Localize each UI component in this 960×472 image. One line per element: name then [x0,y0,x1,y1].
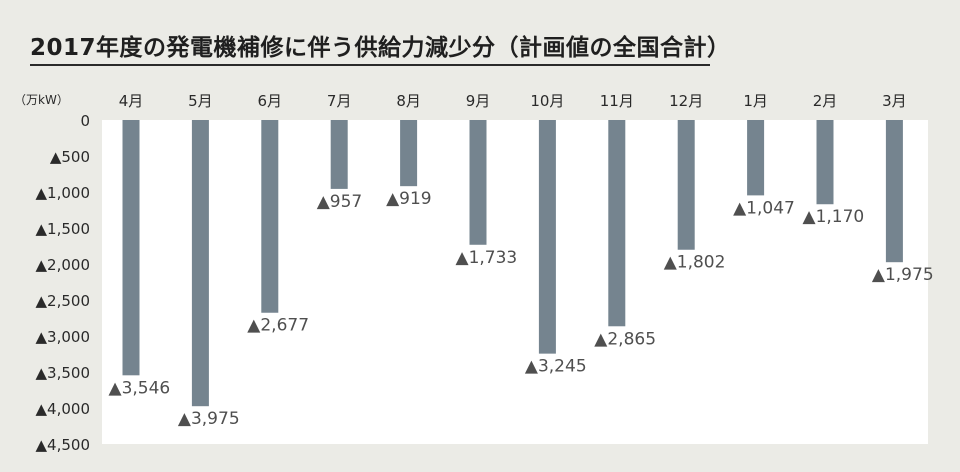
y-tick-label: ▲2,500 [36,292,90,310]
y-tick-label: ▲3,000 [36,328,90,346]
bar [747,120,765,196]
data-label: ▲1,975 [872,265,934,285]
x-category-label: 1月 [743,92,768,110]
bar [191,120,209,407]
data-label: ▲3,245 [525,357,587,377]
x-category-label: 10月 [530,92,564,110]
data-label: ▲1,170 [803,207,865,227]
data-label: ▲957 [317,192,363,212]
x-category-label: 2月 [813,92,838,110]
y-tick-label: ▲1,000 [36,184,90,202]
data-label: ▲2,677 [247,316,309,336]
bar [261,120,279,313]
y-axis-ticks: 0 ▲500 ▲1,000 ▲1,500 ▲2,000 ▲2,500 ▲3,000 ▲3,50… [36,112,90,454]
bar [122,120,140,376]
data-label: ▲3,975 [178,409,240,429]
chart-title: 2017年度の発電機補修に伴う供給力減少分（計画値の全国合計） [30,35,731,61]
bar [538,120,556,354]
data-label: ▲919 [386,189,432,209]
y-tick-label: ▲500 [50,148,90,166]
x-category-label: 12月 [669,92,703,110]
data-labels: ▲3,546 ▲3,975 ▲2,677 ▲957 ▲919 ▲1,733 ▲3,245 ▲2… [109,189,934,429]
plot-background [102,120,928,444]
y-tick-label: 0 [80,112,90,130]
data-label: ▲1,047 [733,198,795,218]
data-label: ▲3,546 [109,378,171,398]
title-underline [30,64,710,66]
bar [469,120,487,245]
y-tick-label: ▲4,000 [36,400,90,418]
bar [400,120,418,187]
x-category-label: 4月 [119,92,144,110]
bar [816,120,834,205]
y-tick-label: ▲1,500 [36,220,90,238]
y-tick-label: ▲3,500 [36,364,90,382]
data-label: ▲1,802 [664,253,726,273]
x-category-label: 9月 [466,92,491,110]
data-label: ▲1,733 [456,248,518,268]
data-label: ▲2,865 [594,329,656,349]
x-category-label: 7月 [327,92,352,110]
bar [330,120,348,189]
x-category-label: 6月 [258,92,283,110]
x-category-label: 5月 [188,92,213,110]
y-axis-unit-label: （万kW） [14,93,69,107]
y-tick-label: ▲4,500 [36,436,90,454]
x-axis-categories: 4月 5月 6月 7月 8月 9月 10月 11月 12月 1月 2月 3月 [119,92,907,110]
x-category-label: 8月 [396,92,421,110]
x-category-label: 3月 [882,92,907,110]
bar [608,120,626,327]
bars [122,120,903,407]
bar [677,120,695,250]
y-tick-label: ▲2,000 [36,256,90,274]
bar [885,120,903,263]
x-category-label: 11月 [600,92,634,110]
